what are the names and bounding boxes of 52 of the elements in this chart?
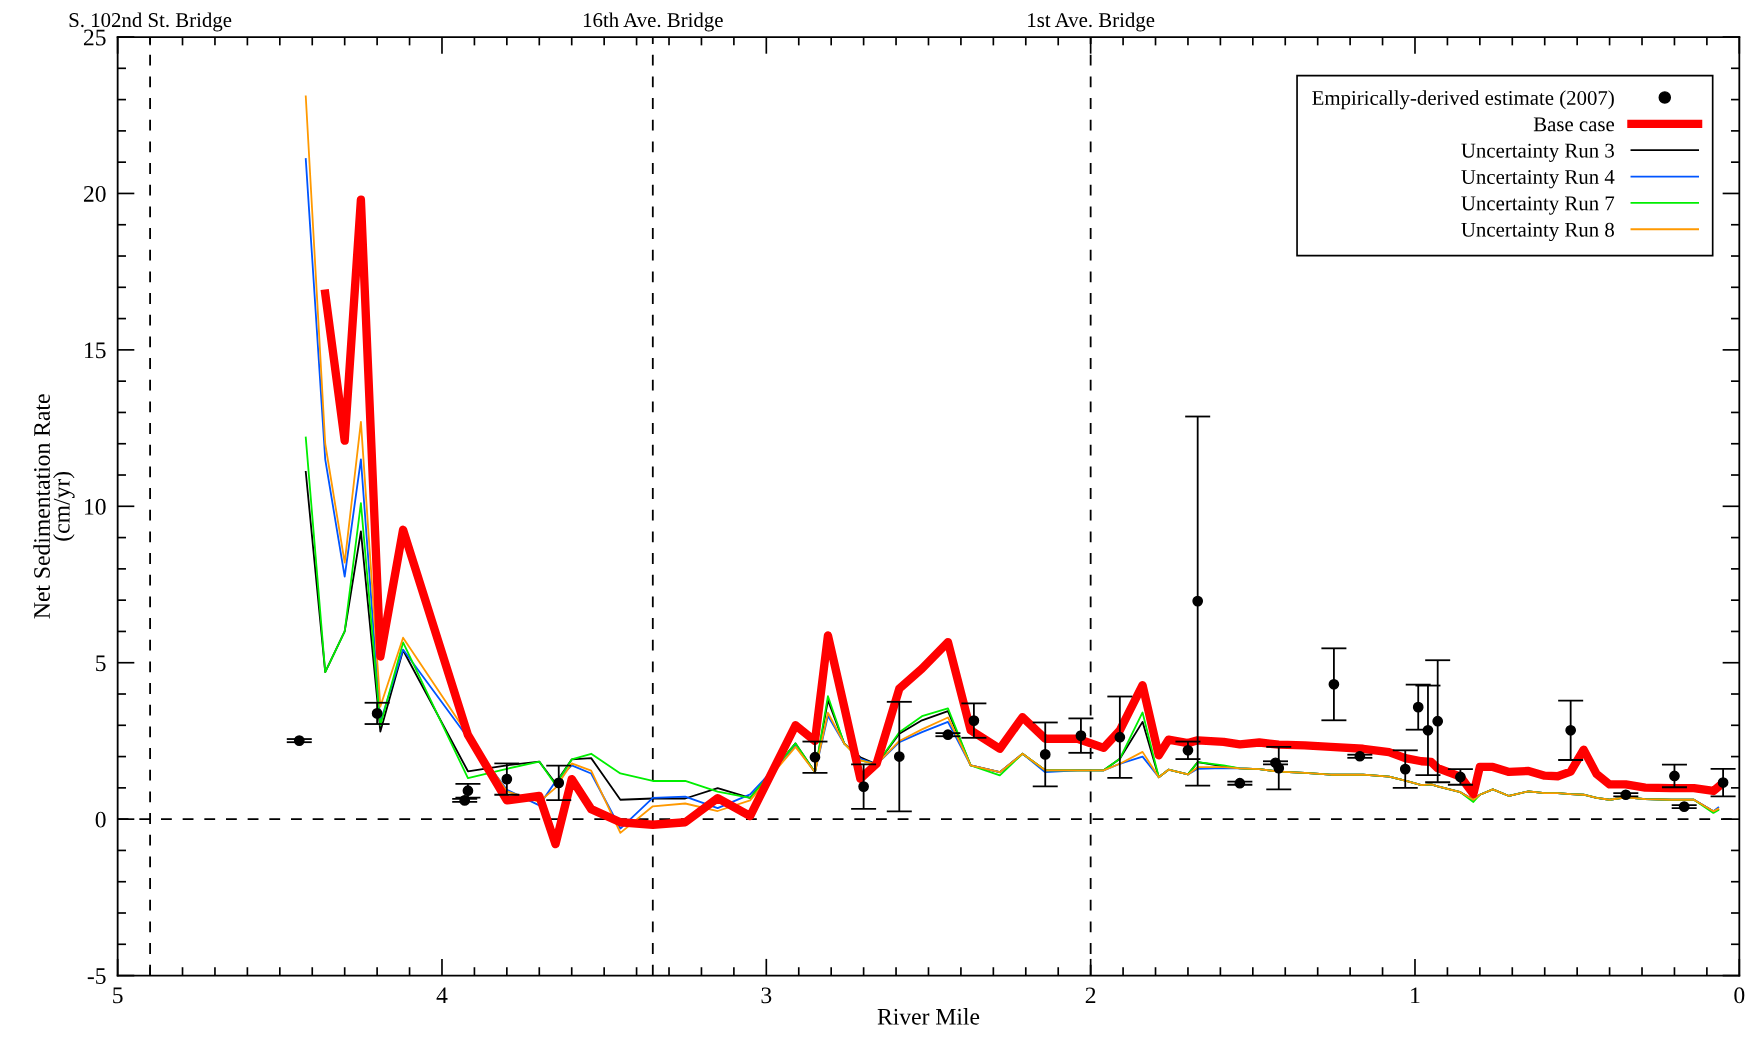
point xyxy=(1354,750,1366,762)
point xyxy=(293,735,305,746)
point xyxy=(1422,724,1434,736)
point xyxy=(459,795,471,806)
x-tick-label: 0 xyxy=(1734,987,1745,1004)
point xyxy=(893,751,905,762)
point xyxy=(1182,744,1194,756)
point xyxy=(1678,801,1690,812)
ref-line-label: 16th Ave. Bridge xyxy=(583,12,723,32)
point xyxy=(1234,777,1246,789)
point xyxy=(553,777,565,789)
x-axis-title: River Mile xyxy=(877,1008,980,1025)
legend-label: Uncertainty Run 7 xyxy=(1461,196,1615,215)
legend-label: Empirically-derived estimate (2007) xyxy=(1312,90,1614,110)
x-tick-label: 5 xyxy=(113,987,123,1004)
point xyxy=(1455,771,1466,783)
point xyxy=(1565,724,1577,736)
point xyxy=(1620,789,1632,801)
point xyxy=(1717,777,1729,788)
legend-label: Uncertainty Run 3 xyxy=(1461,143,1614,162)
point xyxy=(1412,701,1424,713)
y-tick-label: -5 xyxy=(87,968,106,984)
point xyxy=(371,708,383,719)
point xyxy=(968,715,980,726)
point xyxy=(1273,762,1285,774)
y-tick-label: 10 xyxy=(85,498,106,515)
x-tick-label: 4 xyxy=(436,987,448,1004)
point xyxy=(1114,731,1126,743)
point xyxy=(1328,678,1340,690)
y-tick-label: 5 xyxy=(96,655,106,672)
y-tick-label: 0 xyxy=(95,811,106,828)
x-tick-label: 3 xyxy=(761,987,772,1004)
x-tick-label: 2 xyxy=(1085,987,1096,1004)
point xyxy=(462,785,474,797)
point xyxy=(1669,770,1680,782)
point xyxy=(501,773,513,785)
legend-label: Uncertainty Run 4 xyxy=(1461,170,1615,189)
ref-line-label: 1st Ave. Bridge xyxy=(1028,12,1155,32)
point xyxy=(942,729,954,741)
point xyxy=(1192,595,1204,607)
point xyxy=(1432,715,1444,727)
legend-label: Uncertainty Run 8 xyxy=(1461,222,1614,242)
point xyxy=(1399,763,1411,775)
point xyxy=(858,781,869,792)
x-tick-label: 1 xyxy=(1411,987,1420,1004)
y-tick-label: 20 xyxy=(83,185,106,202)
point xyxy=(809,751,821,763)
y-axis-title: Net Sedimentation Rate (cm/yr) xyxy=(33,394,75,619)
point xyxy=(1039,749,1051,760)
y-tick-label: 15 xyxy=(85,342,106,359)
point xyxy=(1075,730,1087,741)
legend-label: Base case xyxy=(1533,117,1615,132)
